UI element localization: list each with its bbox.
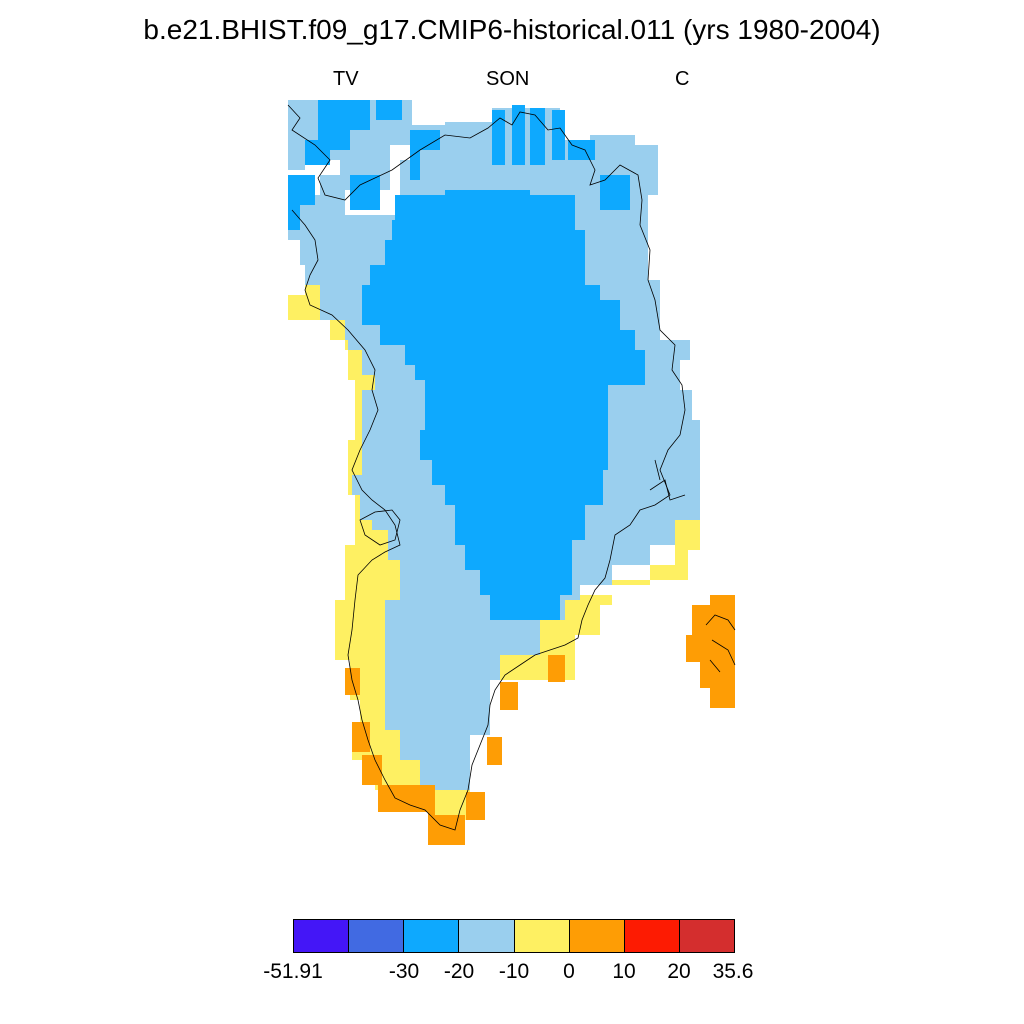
east-coast-band [675,520,700,580]
north-block [492,110,505,165]
colorbar-box [404,920,460,952]
south-coast-band [490,565,688,680]
colorbar-label: 0 [563,960,575,983]
colorbar-label: 10 [612,960,636,983]
colorbar-label: 20 [667,960,691,983]
colorbar-box [624,920,680,952]
interior-ice-sheet [362,190,645,620]
west-coast-band [288,285,470,820]
colorbar-box [514,920,570,952]
south-block [500,682,518,710]
season-label: SON [486,68,530,90]
north-block [530,108,545,165]
colorbar-box [294,920,350,952]
southeast-island [686,595,735,708]
south-block [362,755,382,785]
colorbar-box [349,920,405,952]
colorbar [293,919,735,953]
colorbar-label: -20 [443,960,475,983]
south-block [352,722,370,752]
colorbar-label: -30 [388,960,420,983]
region-dark-blue [288,100,645,620]
units-label: C [675,68,690,90]
north-block [552,110,565,160]
north-block [568,140,595,160]
greenland-coastline [287,104,686,831]
north-block [350,175,380,210]
colorbar-label: -51.91 [263,960,323,983]
north-block [318,100,370,150]
north-block [600,175,630,210]
colorbar-label: 35.6 [712,960,754,983]
variable-label: TV [333,68,359,90]
coastline [287,104,736,831]
colorbar-label: -10 [498,960,530,983]
map-title: b.e21.BHIST.f09_g17.CMIP6-historical.011… [143,14,881,45]
north-block [288,175,315,230]
colorbar-box [459,920,515,952]
north-block [305,140,330,165]
north-block [376,100,402,120]
colorbar-box [569,920,625,952]
fjord [649,459,686,501]
inland-inlet [359,509,401,546]
south-block [548,655,565,682]
colorbar-box [679,920,734,952]
southeast-island-coast [705,614,736,673]
south-block [466,792,485,820]
south-block [487,737,502,765]
region-yellow [288,285,700,820]
